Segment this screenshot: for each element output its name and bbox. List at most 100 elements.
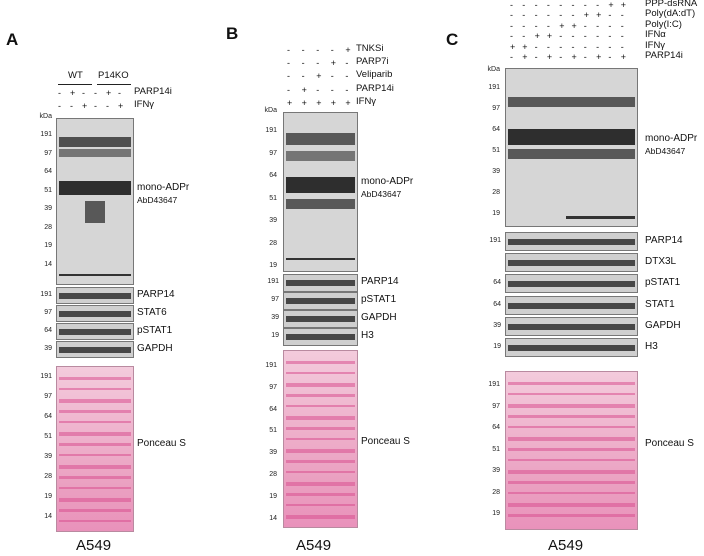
treatment-label: IFNγ bbox=[645, 39, 666, 51]
treatment-sign: - bbox=[70, 101, 73, 111]
panel-b-mono-adpr-blot bbox=[283, 112, 358, 272]
treatment-sign: - bbox=[596, 31, 600, 42]
treatment-sign: - bbox=[571, 31, 575, 42]
treatment-sign: - bbox=[287, 84, 290, 95]
marker-19: 19 bbox=[44, 242, 52, 249]
marker-97: 97 bbox=[492, 105, 500, 112]
treatment-sign: - bbox=[583, 20, 587, 31]
marker-39: 39 bbox=[44, 205, 52, 212]
blot-strip bbox=[505, 274, 638, 294]
treatment-sign: - bbox=[287, 71, 290, 82]
treatment-sign: - bbox=[596, 0, 600, 10]
panel-a-ponceau-label: Ponceau S bbox=[137, 438, 186, 449]
treatment-sign: - bbox=[571, 0, 575, 10]
panel-c-ponceau-stain bbox=[505, 371, 638, 530]
treatment-sign: - bbox=[608, 10, 612, 21]
treatment-sign: + bbox=[118, 101, 124, 111]
treatment-sign: - bbox=[608, 31, 612, 42]
treatment-sign: - bbox=[522, 31, 526, 42]
strip-label: H3 bbox=[645, 341, 658, 352]
strip-label: PARP14 bbox=[361, 276, 399, 287]
treatment-sign: + bbox=[301, 97, 307, 108]
marker-64: 64 bbox=[44, 413, 52, 420]
treatment-sign: + bbox=[534, 31, 540, 42]
treatment-sign: - bbox=[345, 71, 349, 82]
treatment-label: IFNγ bbox=[134, 99, 155, 110]
marker-39: 39 bbox=[269, 449, 277, 457]
marker-19: 19 bbox=[44, 493, 52, 500]
marker-39: 39 bbox=[44, 453, 52, 460]
treatment-sign: + bbox=[559, 20, 565, 31]
panel-c-letter: C bbox=[446, 30, 459, 49]
treatment-sign: - bbox=[620, 41, 624, 52]
panel-a-letter: A bbox=[6, 30, 19, 49]
treatment-sign: - bbox=[620, 31, 624, 42]
marker-64: 64 bbox=[269, 172, 277, 179]
treatment-sign: - bbox=[510, 52, 513, 62]
treatment-sign: + bbox=[287, 97, 293, 108]
marker-39: 39 bbox=[492, 168, 500, 175]
strip-marker: 191 bbox=[267, 278, 279, 285]
strip-marker: 19 bbox=[271, 332, 279, 339]
group-wt-label: WT bbox=[68, 70, 83, 81]
treatment-sign: + bbox=[301, 84, 307, 95]
marker-191: 191 bbox=[265, 362, 277, 369]
marker-39: 39 bbox=[269, 217, 277, 224]
treatment-label: PPP-dsRNA bbox=[645, 0, 698, 9]
treatment-label: Veliparib bbox=[356, 69, 393, 81]
marker-191: 191 bbox=[488, 381, 500, 388]
marker-97: 97 bbox=[44, 393, 52, 400]
marker-39: 39 bbox=[492, 467, 500, 474]
treatment-label: PARP14i bbox=[356, 82, 394, 94]
treatment-sign: - bbox=[316, 84, 320, 95]
treatment-sign: - bbox=[330, 71, 334, 82]
treatment-sign: - bbox=[287, 58, 290, 69]
treatment-sign: + bbox=[571, 52, 577, 62]
strip-marker: 64 bbox=[493, 300, 501, 308]
panel-c-blot-sublabel: AbD43647 bbox=[645, 146, 686, 156]
treatment-sign: - bbox=[94, 88, 97, 98]
group-wt-bar bbox=[58, 84, 92, 85]
treatment-label: PARP7i bbox=[356, 56, 389, 68]
strip-marker: 39 bbox=[271, 314, 279, 321]
treatment-sign: - bbox=[608, 52, 612, 62]
blot-strip bbox=[505, 253, 638, 273]
group-ko-bar bbox=[97, 84, 131, 85]
marker-28: 28 bbox=[269, 239, 277, 247]
treatment-sign: - bbox=[571, 10, 575, 21]
treatment-sign: - bbox=[608, 20, 612, 31]
treatment-sign: - bbox=[571, 41, 575, 52]
strip-label: PARP14 bbox=[645, 235, 683, 246]
panel-c-cell-line: A549 bbox=[548, 537, 584, 554]
treatment-sign: - bbox=[316, 58, 320, 69]
treatment-sign: + bbox=[546, 31, 553, 42]
panel-b-blot-sublabel: AbD43647 bbox=[361, 189, 402, 199]
panel-b-letter: B bbox=[226, 24, 239, 43]
treatment-sign: + bbox=[583, 10, 590, 21]
treatment-label: IFNα bbox=[645, 29, 666, 41]
treatment-sign: - bbox=[316, 45, 320, 55]
panel-c-kda: kDa bbox=[487, 66, 500, 73]
treatment-sign: + bbox=[330, 97, 337, 108]
marker-51: 51 bbox=[269, 427, 277, 435]
strip-label: PARP14 bbox=[137, 289, 175, 300]
treatment-sign: - bbox=[620, 10, 624, 21]
marker-28: 28 bbox=[492, 488, 500, 496]
treatment-label: Poly(dA:dT) bbox=[645, 8, 696, 20]
strip-label: pSTAT1 bbox=[137, 325, 173, 336]
blot-strip bbox=[283, 328, 358, 346]
treatment-sign: + bbox=[596, 10, 602, 21]
treatment-sign: + bbox=[522, 52, 528, 62]
treatment-sign: - bbox=[583, 31, 587, 42]
strip-label: pSTAT1 bbox=[645, 277, 681, 289]
strip-label: STAT6 bbox=[137, 307, 167, 318]
treatment-sign: + bbox=[345, 45, 351, 55]
panel-c-blot-label: mono-ADPr bbox=[645, 133, 698, 144]
strip-marker: 191 bbox=[489, 237, 501, 244]
treatment-sign: - bbox=[510, 10, 513, 21]
treatment-sign: - bbox=[301, 45, 305, 55]
treatment-sign: - bbox=[546, 0, 550, 10]
treatment-label: IFNγ bbox=[356, 95, 377, 107]
treatment-sign: - bbox=[330, 45, 334, 55]
treatment-label: Poly(I:C) bbox=[645, 18, 682, 30]
